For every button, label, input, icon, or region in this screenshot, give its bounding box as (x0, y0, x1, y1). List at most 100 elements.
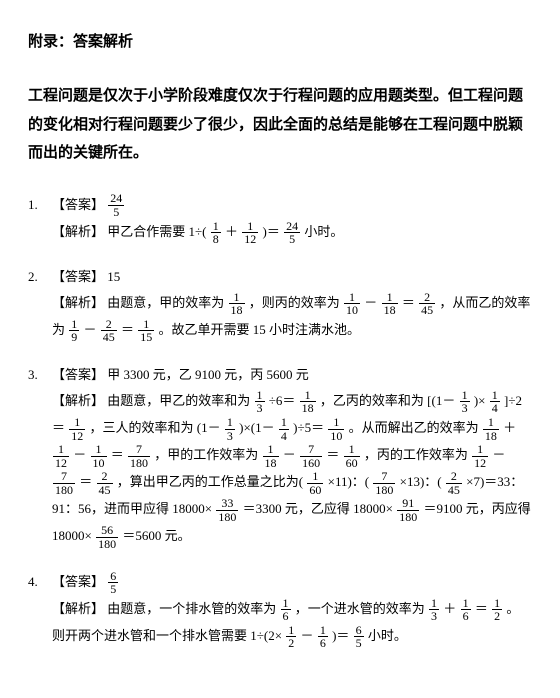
item-number: 1. (28, 192, 38, 218)
item-number: 2. (28, 264, 38, 290)
text: ，甲的工作效率为 (154, 447, 261, 462)
fraction: 118 (382, 291, 398, 317)
fraction: 19 (69, 318, 79, 344)
answer-label: 【答案】 (52, 367, 104, 382)
text: )÷5＝ (293, 420, 324, 435)
fraction: 160 (344, 443, 360, 469)
fraction: 118 (300, 389, 316, 415)
text: 小时。 (304, 224, 343, 239)
fraction: 245 (97, 470, 113, 496)
answer-text: 甲 3300 元，乙 9100 元，丙 5600 元 (107, 367, 309, 382)
text: ＋ (443, 601, 456, 616)
text: )＝ (332, 628, 349, 643)
fraction: 7180 (53, 470, 75, 496)
answer-fraction: 245 (108, 192, 124, 218)
text: 由题意，甲的效率为 (107, 295, 227, 310)
answer-item-3: 3. 【答案】 甲 3300 元，乙 9100 元，丙 5600 元 【解析】 … (28, 362, 532, 551)
text: ＝ (402, 295, 415, 310)
fraction: 13 (460, 389, 470, 415)
explain-label: 【解析】 (52, 295, 104, 310)
explain-label: 【解析】 (52, 224, 104, 239)
text: ＝5600 元。 (122, 528, 190, 543)
text: 。从而解出乙的效率为 (349, 420, 482, 435)
text: ，则丙的效率为 (249, 295, 343, 310)
fraction: 18 (211, 220, 221, 246)
fraction: 110 (344, 291, 360, 317)
text: )×(1－ (239, 420, 275, 435)
text: ，算出甲乙丙的工作总量之比为( (117, 474, 307, 489)
text: (1－ (197, 420, 221, 435)
text: ，乙丙的效率和为 [(1－ (320, 393, 455, 408)
fraction: 115 (138, 318, 154, 344)
text: ×13)：( (400, 474, 442, 489)
fraction: 14 (279, 416, 289, 442)
text: ÷6＝ (269, 393, 296, 408)
text: 由题意，一个排水管的效率为 (107, 601, 279, 616)
text: ＝ (326, 447, 339, 462)
answer-label: 【答案】 (52, 197, 104, 212)
fraction: 7180 (128, 443, 150, 469)
answer-item-2: 2. 【答案】 15 【解析】 由题意，甲的效率为 118 ，则丙的效率为 11… (28, 264, 532, 344)
fraction: 65 (354, 624, 364, 650)
fraction: 245 (419, 291, 435, 317)
text: ＝ (475, 601, 488, 616)
fraction: 245 (446, 470, 462, 496)
text: )＝ (263, 224, 280, 239)
text: － (283, 447, 296, 462)
fraction: 14 (490, 389, 500, 415)
fraction: 16 (461, 597, 471, 623)
text: 小时。 (368, 628, 407, 643)
text: － (73, 447, 86, 462)
text: 由题意，甲乙的效率和为 (107, 393, 253, 408)
fraction: 12 (492, 597, 502, 623)
text: ＋ (503, 420, 516, 435)
fraction: 118 (483, 416, 499, 442)
text: ＝ (79, 474, 92, 489)
fraction: 118 (229, 291, 245, 317)
text: ＝3300 元，乙应得 18000× (243, 501, 393, 516)
fraction: 118 (263, 443, 279, 469)
text: － (364, 295, 377, 310)
fraction: 112 (472, 443, 488, 469)
answer-item-4: 4. 【答案】 65 【解析】 由题意，一个排水管的效率为 16 ，一个进水管的… (28, 569, 532, 650)
fraction: 160 (307, 470, 323, 496)
text: ＋ (225, 224, 238, 239)
answer-label: 【答案】 (52, 574, 104, 589)
fraction: 16 (281, 597, 291, 623)
item-number: 3. (28, 362, 38, 388)
answer-item-1: 1. 【答案】 245 【解析】 甲乙合作需要 1÷( 18 ＋ 112 )＝ … (28, 192, 532, 246)
explain-label: 【解析】 (52, 393, 104, 408)
fraction: 13 (225, 416, 235, 442)
answer-text: 15 (107, 269, 120, 284)
text: ＝ (121, 322, 134, 337)
text: ，三人的效率和为 (90, 420, 194, 435)
text: ＝ (111, 447, 124, 462)
answer-label: 【答案】 (52, 269, 104, 284)
fraction: 16 (318, 624, 328, 650)
text: )× (474, 393, 486, 408)
fraction: 13 (255, 389, 265, 415)
text: ×11)：( (328, 474, 370, 489)
fraction: 245 (284, 220, 300, 246)
fraction: 7180 (373, 470, 395, 496)
fraction: 245 (101, 318, 117, 344)
fraction: 91180 (397, 497, 419, 523)
intro-paragraph: 工程问题是仅次于小学阶段难度仅次于行程问题的应用题类型。但工程问题的变化相对行程… (28, 82, 532, 168)
text: ，丙的工作效率为 (364, 447, 471, 462)
fraction: 112 (242, 220, 258, 246)
fraction: 13 (429, 597, 439, 623)
fraction: 56180 (96, 524, 118, 550)
text: － (301, 628, 314, 643)
fraction: 7160 (300, 443, 322, 469)
explain-label: 【解析】 (52, 601, 104, 616)
answer-fraction: 65 (108, 570, 118, 596)
item-number: 4. (28, 569, 38, 595)
explain-text: 甲乙合作需要 1÷( (107, 224, 206, 239)
fraction: 110 (91, 443, 107, 469)
fraction: 110 (328, 416, 344, 442)
text: － (492, 447, 505, 462)
page-title: 附录：答案解析 (28, 30, 532, 54)
text: 。故乙单开需要 15 小时注满水池。 (159, 322, 361, 337)
text: － (84, 322, 97, 337)
text: ，一个进水管的效率为 (295, 601, 428, 616)
